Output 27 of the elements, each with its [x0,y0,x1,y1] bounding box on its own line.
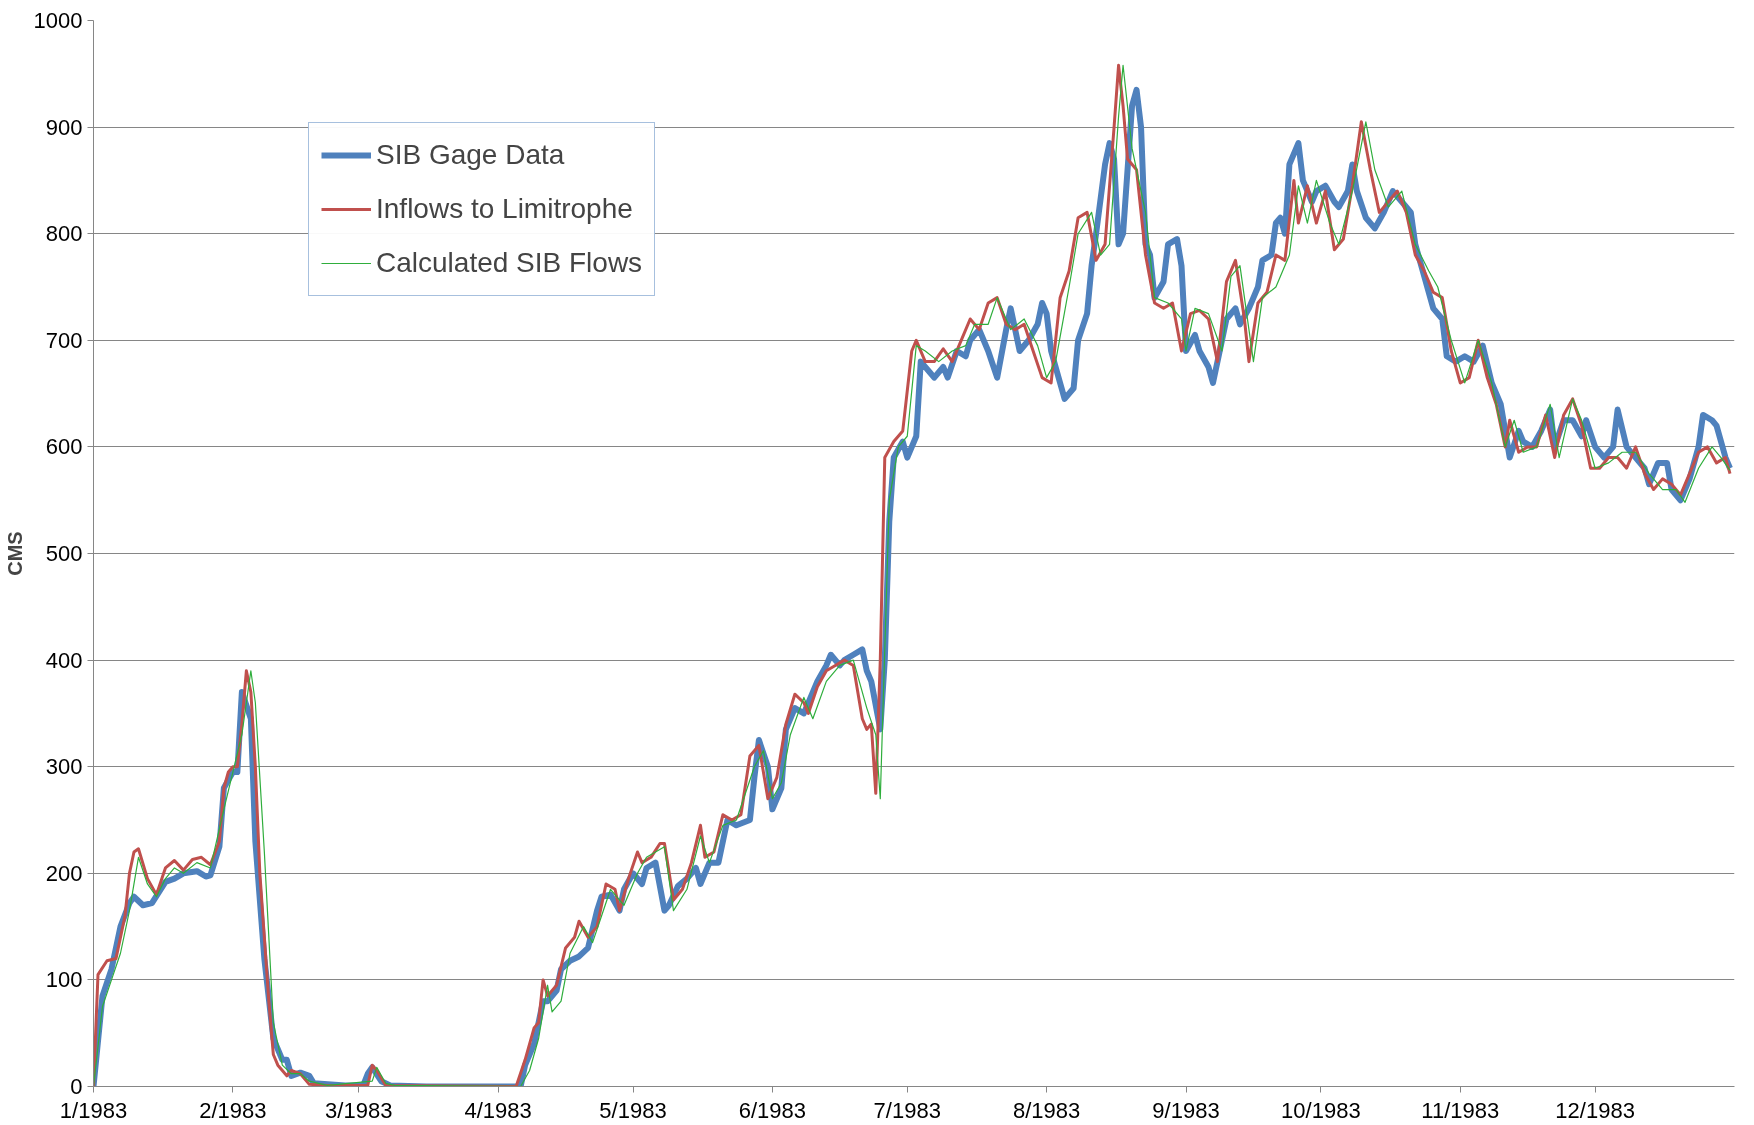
x-tick-label: 5/1983 [599,1097,667,1123]
x-tick-label: 1/1983 [59,1097,128,1123]
y-tick-label: 900 [45,114,83,140]
x-tick-label: 2/1983 [199,1097,267,1123]
y-tick-label: 1000 [33,8,83,33]
x-tick-label: 10/1983 [1281,1097,1361,1123]
x-tick-label: 6/1983 [738,1097,807,1123]
x-tick-label: 4/1983 [464,1097,532,1123]
x-tick-label: 9/1983 [1152,1097,1220,1123]
y-tick-label: 600 [45,434,83,460]
y-tick-label: 100 [45,967,83,993]
y-tick-label: 300 [45,754,83,780]
y-tick-label: 700 [45,327,83,353]
x-tick-label: 7/1983 [873,1097,941,1123]
x-tick-label: 11/1983 [1421,1097,1500,1123]
y-tick-label: 0 [70,1074,83,1099]
y-tick-label: 200 [45,860,83,886]
y-tick-label: 400 [45,647,83,673]
x-tick-label: 8/1983 [1012,1097,1081,1123]
y-tick-label: 800 [45,221,83,247]
y-tick-label: 500 [45,541,83,566]
legend-label: Inflows to Limitrophe [376,192,633,226]
y-axis-title: CMS [3,531,26,576]
x-tick-label: 3/1983 [325,1097,393,1123]
legend-label: Calculated SIB Flows [376,246,643,280]
legend-label: SIB Gage Data [376,138,565,172]
x-tick-label: 12/1983 [1555,1097,1635,1123]
